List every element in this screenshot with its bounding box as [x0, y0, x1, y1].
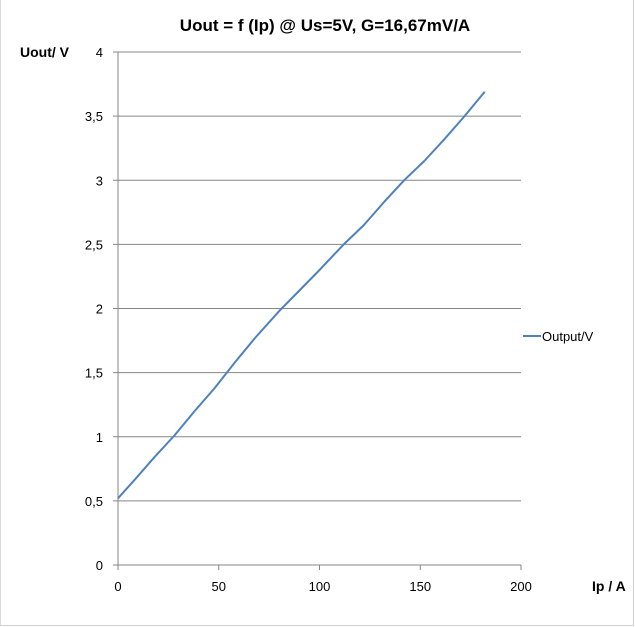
- y-axis-title: Uout/ V: [20, 44, 70, 60]
- x-tick-label: 200: [510, 579, 532, 594]
- y-tick-label: 1,5: [85, 366, 103, 381]
- legend: Output/V: [523, 329, 594, 344]
- y-tick-label: 2: [96, 302, 103, 317]
- x-tick-label: 50: [212, 579, 226, 594]
- y-tick-label: 4: [96, 45, 103, 60]
- y-tick-label: 3,5: [85, 109, 103, 124]
- chart-title: Uout = f (Ip) @ Us=5V, G=16,67mV/A: [180, 16, 470, 35]
- y-tick-label: 1: [96, 430, 103, 445]
- series-line-output: [117, 91, 486, 499]
- gridlines: [118, 51, 521, 502]
- y-tick-label: 0: [96, 558, 103, 573]
- tick-labels: 0 0,5 1 1,5 2 2,5 3 3,5 4 0 50 100 150 200: [85, 45, 532, 594]
- axes: [113, 51, 522, 570]
- series-lines: [117, 91, 486, 499]
- x-tick-label: 150: [409, 579, 431, 594]
- y-tick-label: 3: [96, 173, 103, 188]
- x-tick-label: 0: [114, 579, 121, 594]
- x-axis-title: Ip / A: [592, 578, 626, 594]
- y-tick-label: 0,5: [85, 494, 103, 509]
- x-tick-label: 100: [309, 579, 331, 594]
- legend-label: Output/V: [542, 329, 594, 344]
- y-tick-label: 2,5: [85, 237, 103, 252]
